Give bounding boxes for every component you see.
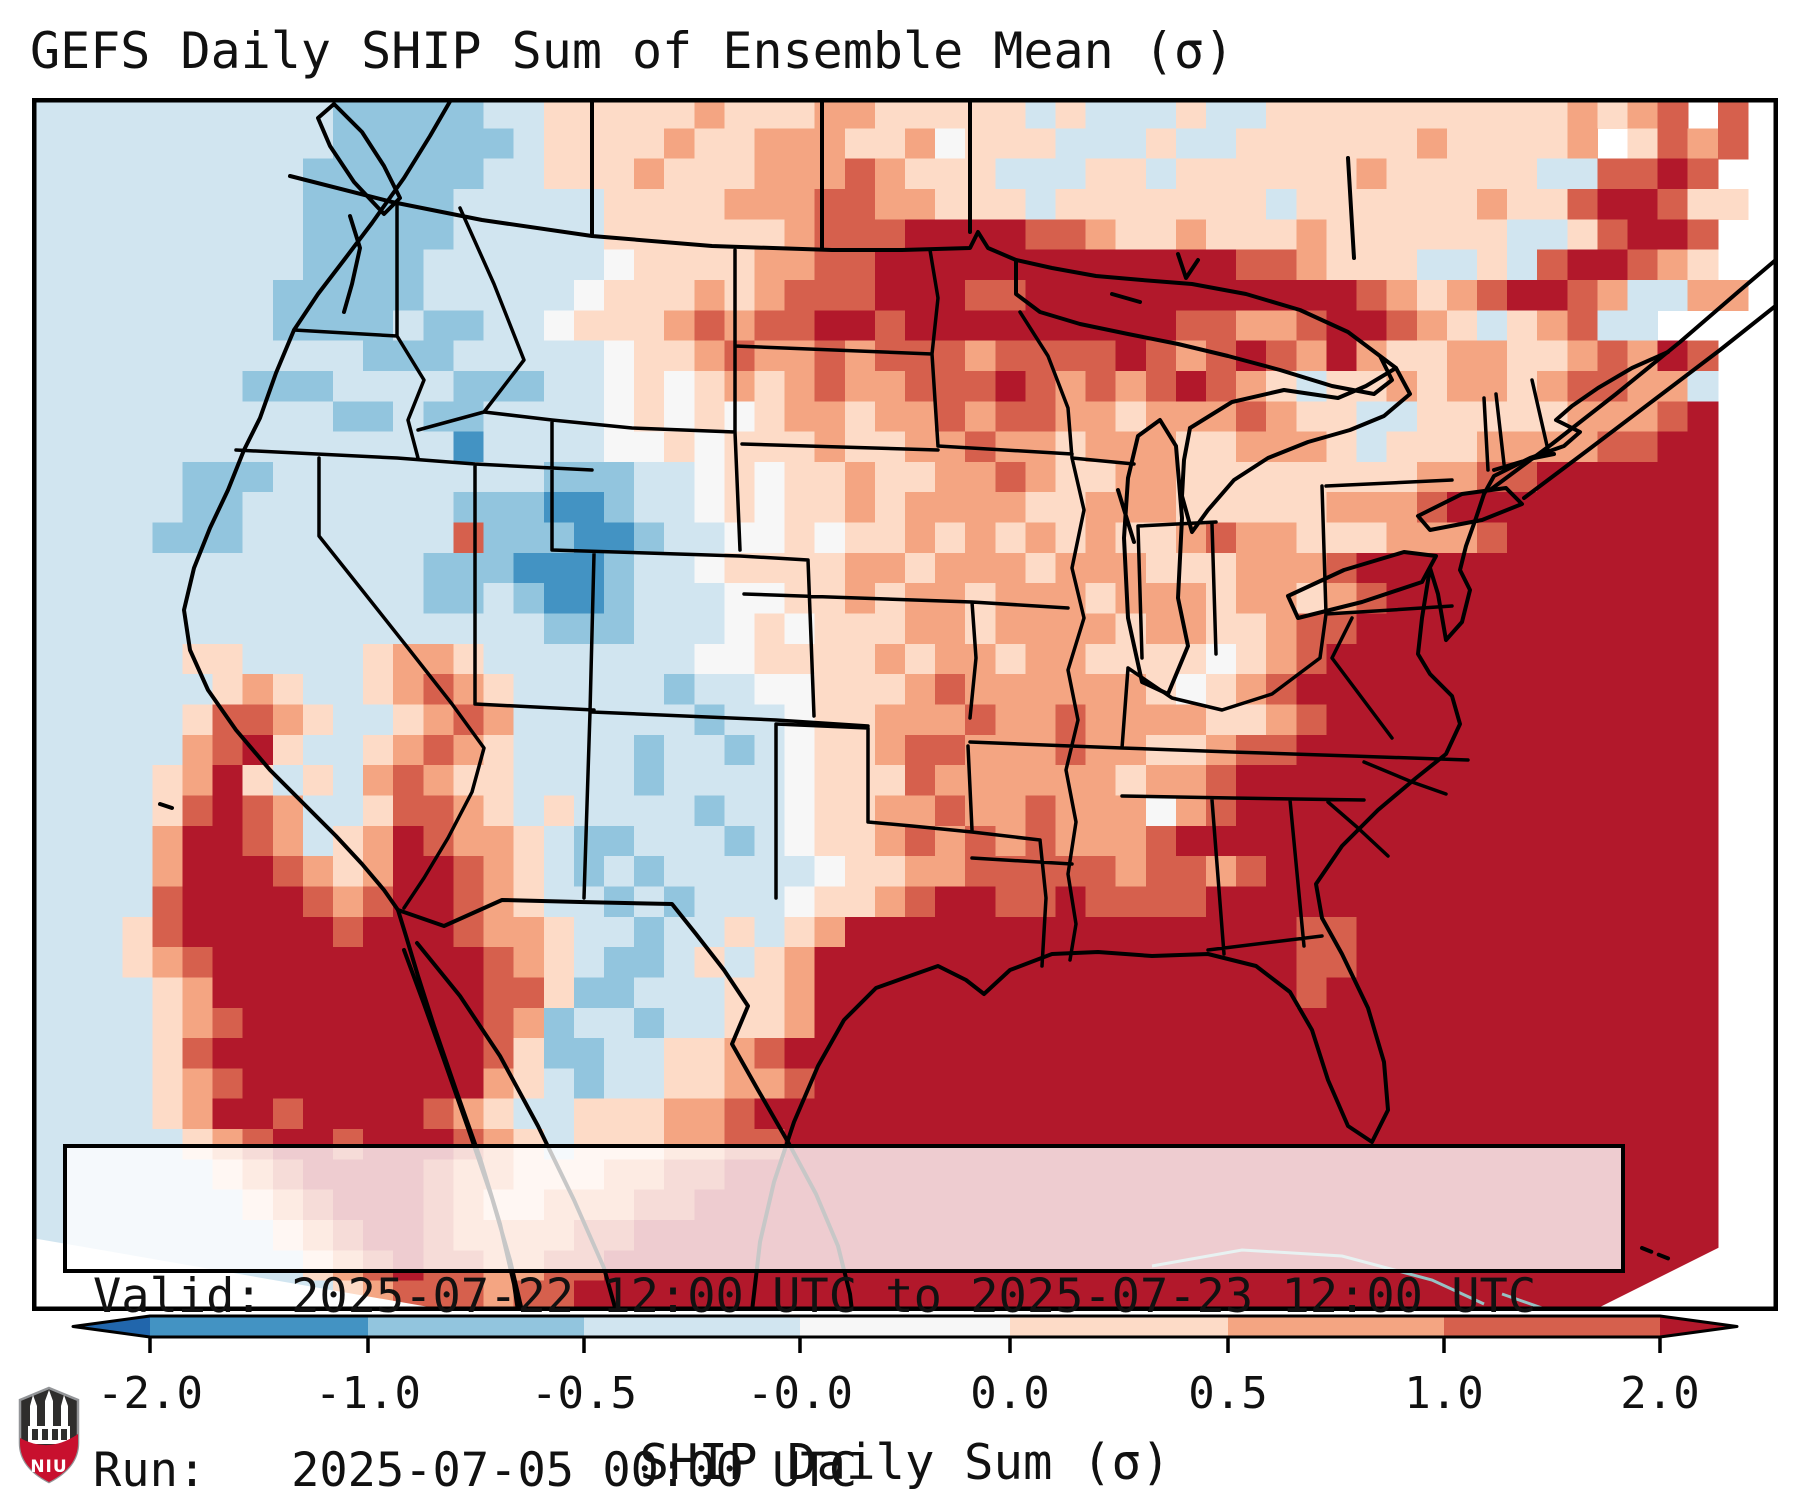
- colorbar-segment: [1444, 1316, 1660, 1337]
- projection-wedge-right: [1592, 1218, 1778, 1311]
- colorbar-segment: [800, 1316, 1010, 1337]
- colorbar-segment: [584, 1316, 800, 1337]
- colorbar-tick-label: 0.5: [1188, 1368, 1267, 1419]
- timestamp-box: Valid: 2025-07-22 12:00 UTC to 2025-07-2…: [63, 1144, 1625, 1498]
- colorbar: -2.0 -1.0 -0.5 -0.0 0.0 0.5 1.0 2.0: [71, 1314, 1739, 1419]
- heatmap-grid: [32, 98, 1749, 1311]
- colorbar-tick-label: -0.5: [531, 1368, 637, 1419]
- canada-borders-path: [288, 98, 1778, 500]
- colorbar-tick-label: 2.0: [1620, 1368, 1699, 1419]
- colorbar-tick-label: -1.0: [315, 1368, 421, 1419]
- niu-logo: NIU: [18, 1386, 80, 1484]
- conus-map: [32, 98, 1778, 1311]
- great-lakes-path: [1014, 258, 1524, 696]
- axes-frame: [32, 98, 1778, 1311]
- page-title: GEFS Daily SHIP Sum of Ensemble Mean (σ): [30, 22, 1235, 80]
- colorbar-tick-label: -2.0: [97, 1368, 203, 1419]
- colorbar-segment: [150, 1316, 368, 1337]
- logo-windows: [32, 1429, 67, 1440]
- colorbar-segment: [1010, 1316, 1228, 1337]
- colorbar-segment: [368, 1316, 584, 1337]
- colorbar-tick-label: -0.0: [747, 1368, 853, 1419]
- colorbar-over-arrow: [1660, 1316, 1737, 1337]
- logo-red-banner: [20, 1434, 78, 1482]
- colorbar-tick-label: 1.0: [1404, 1368, 1483, 1419]
- run-time-text: Run: 2025-07-05 00:00 UTC: [93, 1443, 858, 1498]
- state-borders-path: [234, 202, 1550, 968]
- logo-castle-icon: [28, 1390, 70, 1444]
- coastline-path: [158, 98, 1670, 1311]
- colorbar-segment: [1228, 1316, 1444, 1337]
- colorbar-under-arrow: [73, 1316, 150, 1337]
- map-panel: [32, 98, 1778, 1311]
- logo-text: NIU: [30, 1457, 67, 1477]
- colorbar-tick-label: 0.0: [970, 1368, 1049, 1419]
- colorbar-axis-label: SHIP Daily Sum (σ): [639, 1434, 1171, 1491]
